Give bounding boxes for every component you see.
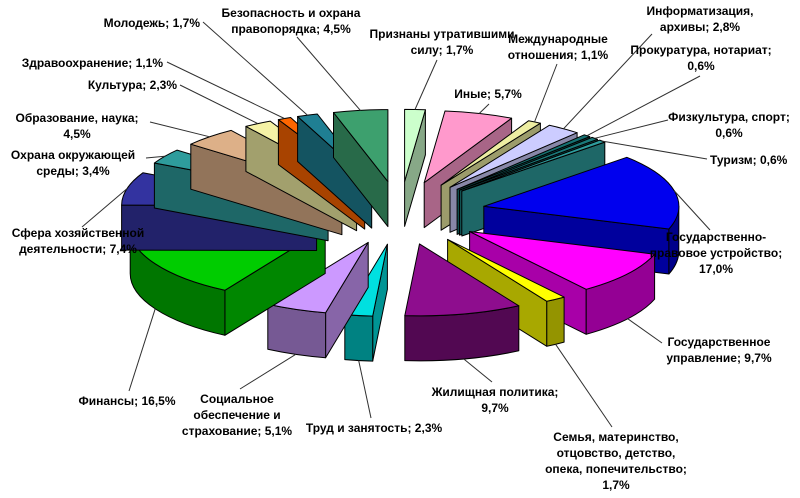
leader-line bbox=[145, 155, 165, 159]
leader-line bbox=[81, 188, 128, 228]
leader-line bbox=[534, 63, 558, 123]
leader-line bbox=[555, 344, 613, 428]
pie-slice bbox=[333, 109, 389, 228]
leader-line bbox=[239, 353, 297, 390]
leader-line bbox=[296, 36, 361, 111]
pie-slice bbox=[404, 243, 520, 362]
leader-line bbox=[166, 61, 285, 119]
leader-line bbox=[463, 358, 493, 383]
leader-line bbox=[602, 140, 708, 160]
leader-line bbox=[478, 103, 490, 114]
leader-line bbox=[179, 84, 259, 125]
leader-line bbox=[128, 308, 156, 392]
leader-line bbox=[202, 21, 308, 116]
leader-line bbox=[358, 360, 372, 419]
leader-line bbox=[563, 33, 653, 130]
leader-line bbox=[627, 318, 663, 344]
leader-line bbox=[594, 119, 669, 139]
leader-line bbox=[674, 190, 711, 231]
pie-slice bbox=[404, 108, 426, 227]
leader-line bbox=[149, 121, 210, 138]
leader-line bbox=[414, 59, 438, 110]
leader-line bbox=[586, 75, 701, 137]
